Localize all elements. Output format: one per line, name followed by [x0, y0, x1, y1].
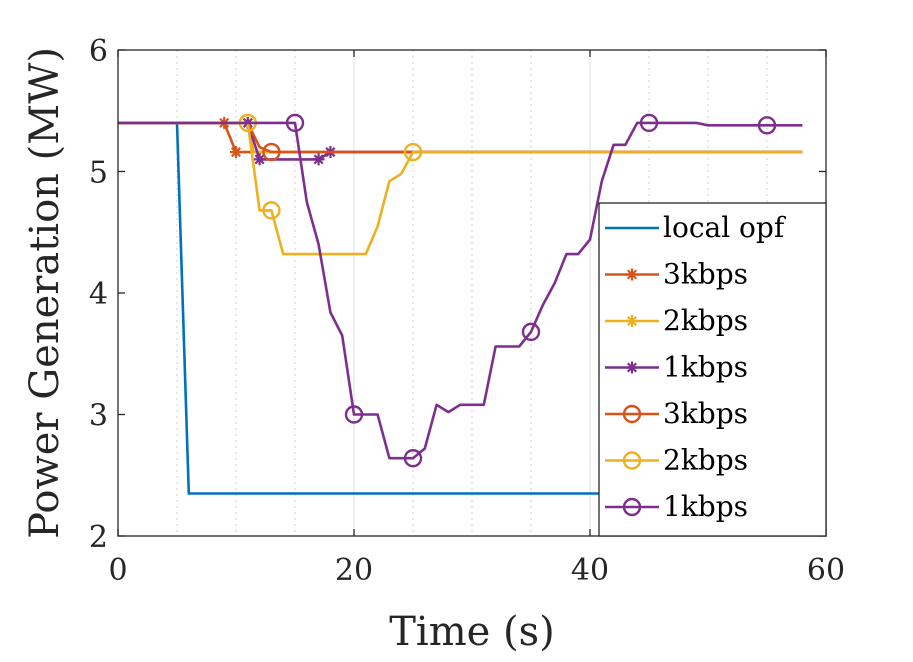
legend-entry: 2kbps — [605, 444, 748, 477]
y-tick-label: 2 — [89, 520, 108, 555]
grid-lines — [176, 50, 768, 536]
legend-label: 1kbps — [663, 351, 748, 384]
data-point-marker — [230, 146, 242, 159]
data-point-marker — [521, 322, 541, 342]
x-tick-label: 60 — [807, 553, 845, 588]
series-6 — [118, 113, 803, 468]
x-tick-label: 40 — [571, 553, 609, 588]
legend-entry: 1kbps — [605, 351, 748, 384]
data-point-marker — [639, 113, 659, 133]
data-point-marker — [253, 153, 266, 166]
legend-entry: 3kbps — [605, 258, 748, 291]
legend-label: 2kbps — [663, 444, 748, 477]
legend-entry: 1kbps — [605, 490, 748, 523]
x-tick-label: 0 — [108, 553, 127, 588]
data-point-marker — [757, 116, 777, 135]
legend-label: local opf — [663, 211, 787, 244]
legend-marker — [622, 404, 642, 424]
legend-marker — [626, 361, 638, 374]
legend: local opf 3kbps 2kbps 1kbps 3kbps 2kbps 1kbps — [598, 202, 827, 537]
plot-series — [118, 113, 803, 495]
legend-items: local opf 3kbps 2kbps 1kbps 3kbps 2kbps 1kbps — [605, 211, 787, 523]
x-axis-title: Time (s) — [389, 609, 555, 655]
series-4 — [118, 121, 803, 162]
data-point-marker — [403, 142, 423, 162]
series-line — [118, 121, 803, 256]
data-point-marker — [344, 405, 364, 424]
legend-marker — [622, 451, 642, 470]
data-point-marker — [312, 153, 325, 166]
legend-label: 3kbps — [663, 258, 748, 291]
data-point-marker — [262, 201, 281, 220]
legend-entry: 2kbps — [605, 304, 748, 337]
legend-box — [598, 202, 827, 537]
y-tick-label: 5 — [89, 156, 108, 191]
series-line — [118, 121, 803, 460]
series-line — [118, 121, 803, 161]
legend-entry: local opf — [605, 211, 787, 244]
y-tick-label: 6 — [89, 34, 108, 69]
axis-ticks: 0 20 40 60 2 3 4 5 6 — [89, 34, 845, 588]
y-tick-label: 4 — [89, 277, 108, 312]
legend-label: 3kbps — [663, 397, 748, 430]
legend-entry: 3kbps — [605, 397, 748, 430]
y-axis-title: Power Generation (MW) — [22, 47, 68, 539]
data-point-marker — [262, 142, 281, 162]
data-point-marker — [285, 113, 305, 133]
legend-marker — [626, 268, 638, 281]
y-tick-label: 3 — [89, 399, 108, 434]
legend-label: 2kbps — [663, 304, 748, 337]
data-point-marker — [403, 449, 423, 468]
legend-marker — [626, 315, 638, 327]
legend-label: 1kbps — [663, 490, 748, 523]
x-tick-label: 20 — [335, 553, 373, 588]
legend-marker — [622, 497, 642, 517]
